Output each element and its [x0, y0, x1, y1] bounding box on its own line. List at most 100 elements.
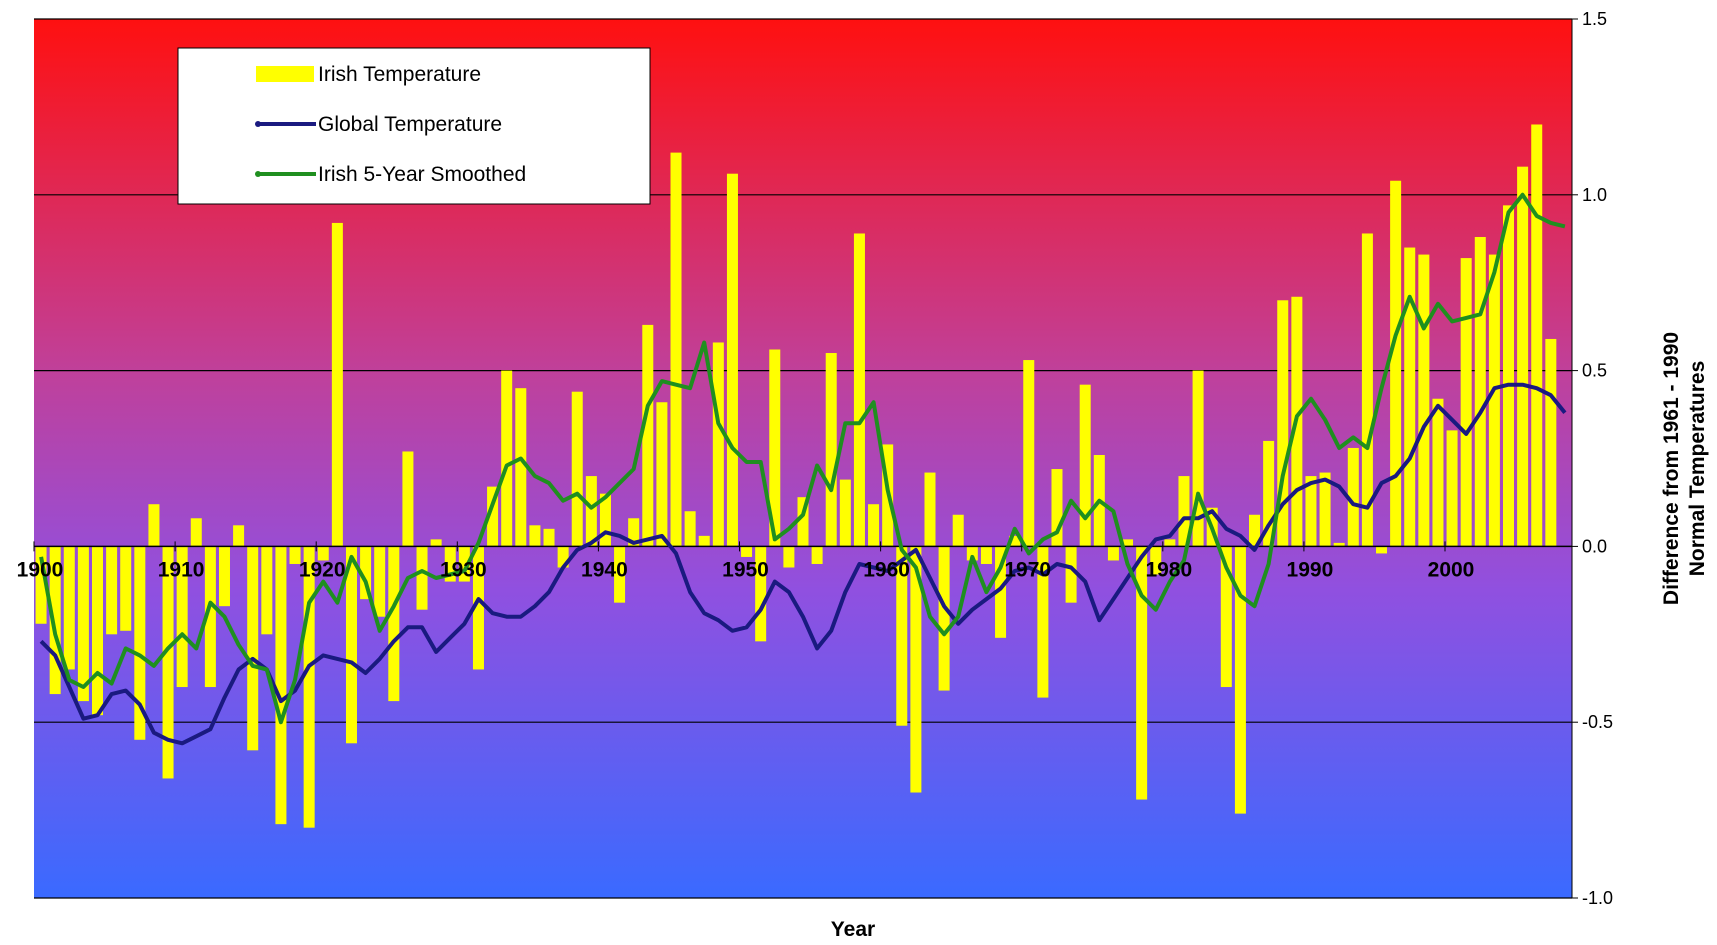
bar-1905 [106, 546, 118, 635]
bar-2003 [1488, 254, 1500, 547]
x-axis-title: Year [831, 918, 875, 941]
bar-2001 [1460, 258, 1472, 547]
bar-1953 [783, 546, 795, 568]
bar-1940 [599, 493, 611, 547]
bar-1910 [176, 546, 188, 688]
irish-smoothed-line [39, 192, 1566, 725]
bar-1993 [1347, 447, 1359, 547]
bar-1987 [1263, 440, 1275, 547]
x-tick-label: 1950 [722, 558, 769, 581]
bar-1988 [1277, 300, 1289, 547]
bar-1991 [1319, 472, 1331, 547]
bar-1904 [91, 546, 103, 716]
x-tick-label: 1930 [440, 558, 487, 581]
bar-1996 [1390, 180, 1402, 547]
bar-1958 [853, 233, 865, 547]
bar-1972 [1051, 469, 1063, 547]
y-tick-label: 0.5 [1582, 361, 1607, 381]
bar-1954 [797, 497, 809, 547]
y-tick-labels: 1.5 1.0 0.5 0.0 -0.5 -1.0 [1571, 9, 1613, 908]
bar-1981 [1178, 476, 1190, 547]
bar-1968 [995, 546, 1007, 638]
bar-1977 [1122, 539, 1134, 547]
bar-1973 [1065, 546, 1077, 603]
bar-1925 [388, 546, 400, 702]
legend-marker-irish-smoothed-left [255, 171, 261, 177]
x-tick-label: 1920 [299, 558, 346, 581]
bar-1931 [472, 546, 484, 670]
x-tick-label: 1970 [1004, 558, 1051, 581]
bar-1943 [642, 324, 654, 547]
y-axis-title-line-2: Normal Temperatures [1686, 361, 1709, 577]
bar-1952 [769, 349, 781, 547]
bar-1932 [487, 486, 499, 547]
bar-1907 [134, 546, 146, 740]
bar-1924 [374, 546, 386, 617]
y-tick-label: 1.5 [1582, 9, 1607, 29]
bar-1919 [303, 546, 315, 828]
bar-1992 [1333, 542, 1345, 547]
bar-1978 [1136, 546, 1148, 800]
bar-1913 [218, 546, 230, 607]
bar-1918 [289, 546, 301, 564]
bar-1997 [1404, 247, 1416, 547]
bar-1959 [868, 504, 880, 547]
x-tick-label: 1960 [863, 558, 910, 581]
y-tick-label: 1.0 [1582, 185, 1607, 205]
bar-1969 [1009, 535, 1021, 547]
legend-label-irish-temperature: Irish Temperature [318, 63, 481, 86]
bar-1906 [120, 546, 132, 631]
bar-2005 [1517, 166, 1529, 547]
legend: Irish Temperature Global Temperature Iri… [177, 47, 651, 205]
bar-1984 [1220, 546, 1232, 688]
bar-1955 [811, 546, 823, 564]
bar-1944 [656, 402, 668, 547]
bar-1915 [247, 546, 259, 751]
y-axis-title-line-1: Difference from 1961 - 1990 [1660, 332, 1683, 605]
bar-1949 [726, 173, 738, 547]
bar-1935 [529, 525, 541, 547]
series-lines [39, 192, 1567, 746]
bar-1942 [628, 518, 640, 547]
bar-1999 [1432, 398, 1444, 547]
legend-marker-global-temperature-left [255, 121, 261, 127]
bar-1926 [402, 451, 414, 547]
bar-1933 [501, 370, 513, 547]
bar-2004 [1503, 205, 1515, 547]
bar-1962 [910, 546, 922, 793]
bar-1986 [1249, 514, 1261, 547]
bar-1901 [49, 546, 61, 695]
bar-1974 [1079, 384, 1091, 547]
bar-1971 [1037, 546, 1049, 698]
bar-1938 [571, 391, 583, 547]
x-tick-label: 1980 [1145, 558, 1192, 581]
bar-1927 [416, 546, 428, 610]
bar-1979 [1150, 546, 1162, 575]
bar-1982 [1192, 370, 1204, 547]
y-tick-label: -1.0 [1582, 888, 1613, 908]
bar-1957 [839, 479, 851, 547]
bar-1970 [1023, 360, 1035, 547]
bar-2007 [1545, 338, 1557, 547]
bar-1908 [148, 504, 160, 547]
bar-1903 [77, 546, 89, 702]
bar-1912 [204, 546, 216, 688]
legend-label-global-temperature: Global Temperature [318, 113, 502, 136]
bar-1985 [1234, 546, 1246, 814]
bar-1902 [63, 546, 75, 670]
bar-1909 [162, 546, 174, 779]
bar-1964 [938, 546, 950, 691]
bar-1921 [331, 222, 343, 547]
bar-1963 [924, 472, 936, 547]
bar-1929 [444, 546, 456, 582]
y-tick-label: -0.5 [1582, 712, 1613, 732]
y-axis-title: Difference from 1961 - 1990 Normal Tempe… [1660, 332, 1709, 605]
bar-1939 [585, 476, 597, 547]
bar-1998 [1418, 254, 1430, 547]
bar-1934 [515, 388, 527, 547]
bar-1920 [317, 546, 329, 561]
legend-label-irish-smoothed: Irish 5-Year Smoothed [318, 163, 526, 186]
x-tick-label: 1990 [1287, 558, 1334, 581]
x-tick-label: 1900 [17, 558, 64, 581]
